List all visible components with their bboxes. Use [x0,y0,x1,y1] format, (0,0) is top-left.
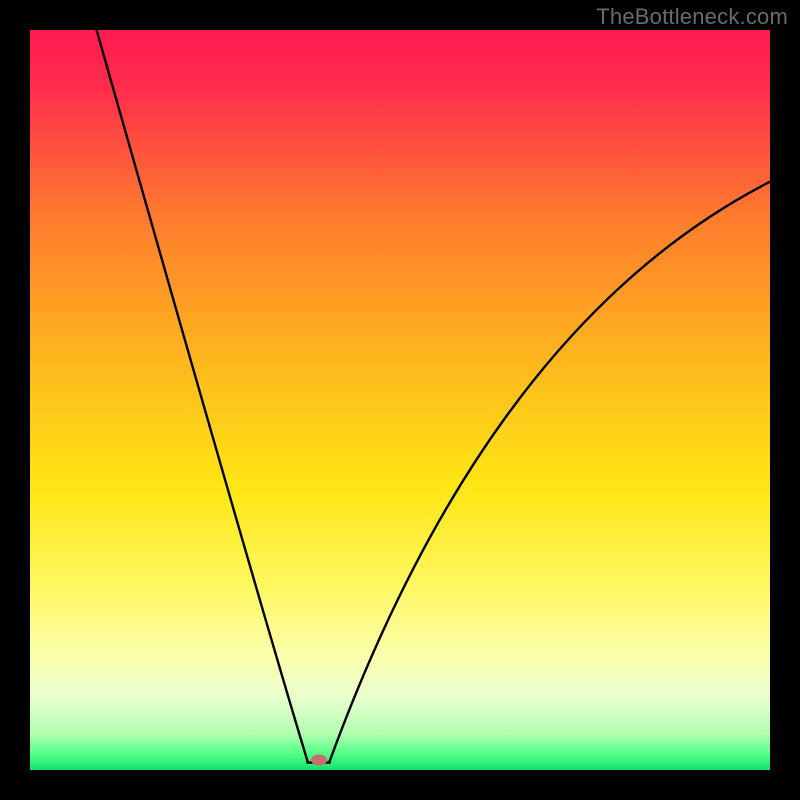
watermark-text: TheBottleneck.com [596,4,788,30]
bottleneck-curve [30,30,770,770]
chart-frame: TheBottleneck.com [0,0,800,800]
plot-area [30,30,770,770]
curve-path [97,30,770,763]
optimal-point-marker [311,755,327,766]
